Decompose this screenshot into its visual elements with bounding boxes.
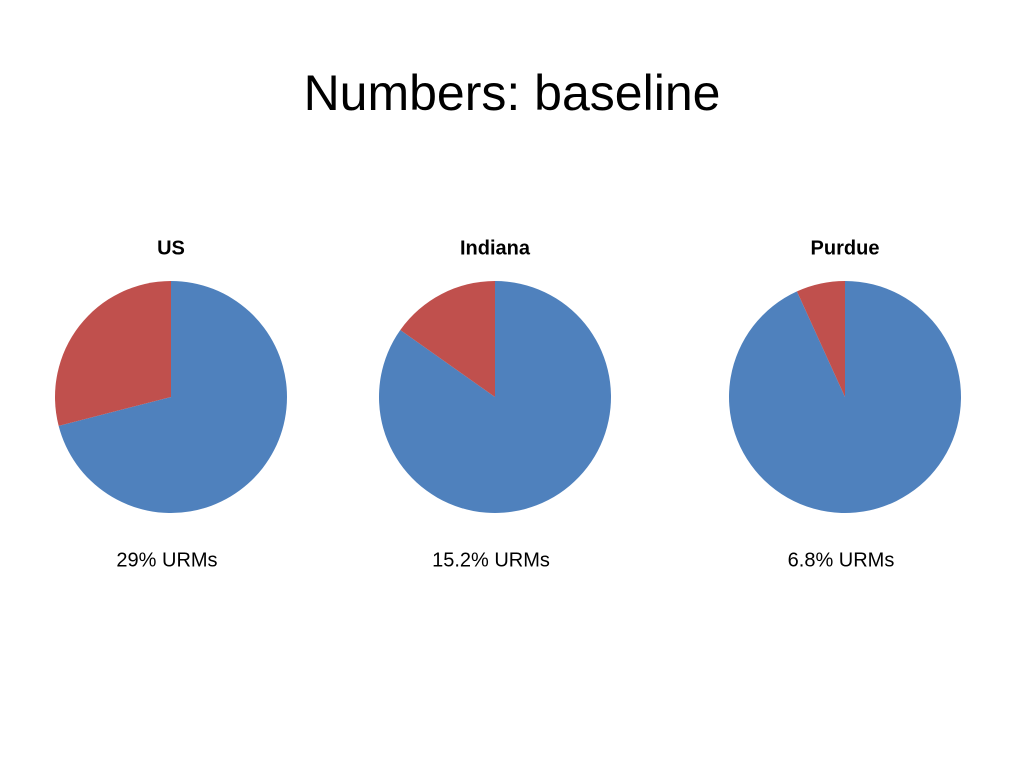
pie-slice xyxy=(729,281,962,513)
pie-slice xyxy=(379,281,612,513)
pie-title: Indiana xyxy=(460,237,531,259)
pie-slice xyxy=(400,281,495,397)
pie-caption: 29% URMs xyxy=(116,549,217,571)
pie-caption: 6.8% URMs xyxy=(788,549,895,571)
pie-slice xyxy=(796,281,845,397)
pie-caption: 15.2% URMs xyxy=(432,549,550,571)
slide-title: Numbers: baseline xyxy=(304,65,721,121)
pie-title: Purdue xyxy=(811,237,880,259)
pie-slice xyxy=(54,281,171,426)
pie-title: US xyxy=(157,237,185,259)
pie-slice xyxy=(58,281,287,514)
